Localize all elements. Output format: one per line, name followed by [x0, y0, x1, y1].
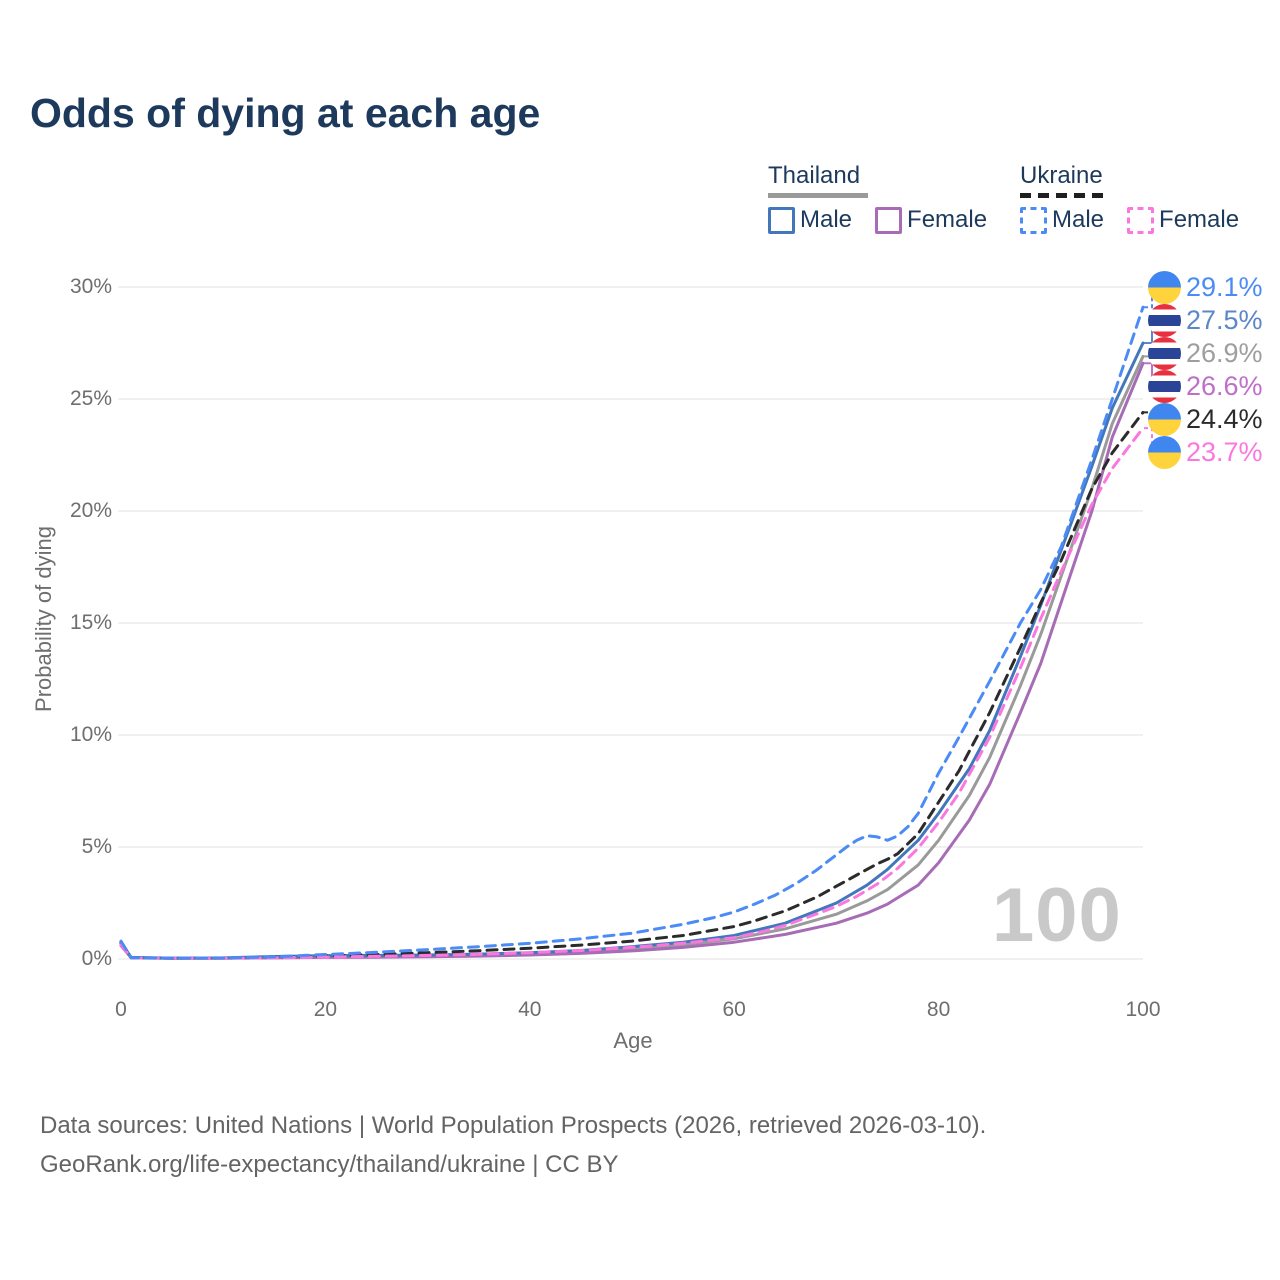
- y-tick-10%: 10%: [69, 723, 112, 746]
- legend-label-thailand-female[interactable]: Female: [907, 206, 988, 233]
- end-value-ukraine-female: 23.7%: [1186, 436, 1263, 467]
- line-ukraine-female[interactable]: [119, 426, 1145, 960]
- line-thailand-total[interactable]: [119, 354, 1145, 960]
- line-thailand-male[interactable]: [119, 341, 1145, 960]
- legend-checkbox-ukraine-female[interactable]: [1127, 206, 1155, 234]
- line-ukraine-male[interactable]: [119, 305, 1145, 960]
- end-label-ukraine-female: 23.7%: [1148, 435, 1263, 469]
- legend-checkbox-thailand-male[interactable]: [768, 206, 795, 234]
- legend-checkbox-ukraine-male[interactable]: [1020, 206, 1047, 234]
- thailand-flag-icon: [1148, 336, 1181, 370]
- ukraine-flag-icon: [1148, 402, 1181, 436]
- x-tick-100: 100: [1125, 998, 1161, 1021]
- legend-checkbox-thailand-female[interactable]: [875, 206, 903, 234]
- ukraine-line-style-swatch: [1020, 193, 1110, 198]
- x-tick-0: 0: [115, 998, 127, 1021]
- end-label-ukraine-male: 29.1%: [1148, 270, 1263, 304]
- line-thailand-female[interactable]: [119, 361, 1145, 960]
- end-value-ukraine-male: 29.1%: [1186, 271, 1263, 302]
- footer-url: GeoRank.org/life-expectancy/thailand/ukr…: [40, 1151, 619, 1178]
- thailand-line-style-swatch: [768, 193, 868, 198]
- x-axis-title: Age: [613, 1028, 653, 1053]
- ukraine-flag-icon: [1148, 435, 1181, 469]
- legend-country-thailand: Thailand: [768, 162, 861, 189]
- y-tick-0%: 0%: [81, 947, 112, 970]
- ukraine-flag-icon: [1148, 270, 1181, 304]
- age-watermark: 100: [992, 873, 1122, 958]
- x-tick-60: 60: [722, 998, 746, 1021]
- footer: Data sources: United Nations | World Pop…: [40, 1106, 986, 1184]
- legend-country-ukraine: Ukraine: [1020, 162, 1103, 189]
- legend-label-ukraine-female[interactable]: Female: [1159, 206, 1240, 233]
- end-label-thailand-male: 27.5%: [1148, 303, 1263, 337]
- footer-sources: Data sources: United Nations | World Pop…: [40, 1112, 987, 1139]
- y-tick-15%: 15%: [69, 611, 112, 634]
- end-label-thailand-female: 26.6%: [1148, 369, 1263, 403]
- y-tick-5%: 5%: [81, 835, 112, 858]
- end-value-thailand-male: 27.5%: [1186, 304, 1263, 335]
- legend-label-thailand-male[interactable]: Male: [800, 206, 853, 233]
- end-label-thailand-total: 26.9%: [1148, 336, 1263, 370]
- thailand-flag-icon: [1148, 303, 1181, 337]
- x-tick-80: 80: [926, 998, 951, 1021]
- x-tick-20: 20: [313, 998, 338, 1021]
- y-tick-25%: 25%: [69, 387, 112, 410]
- thailand-flag-icon: [1148, 369, 1181, 403]
- legend-group-ukraine: Ukraine Male Female: [1020, 162, 1239, 234]
- end-label-ukraine-total: 24.4%: [1148, 402, 1263, 436]
- line-ukraine-total[interactable]: [119, 410, 1145, 960]
- legend-group-thailand: Thailand Male Female: [768, 162, 987, 234]
- y-tick-30%: 30%: [69, 275, 112, 298]
- y-tick-20%: 20%: [69, 499, 112, 522]
- leader-ukraine-female: [1144, 427, 1157, 453]
- page-title: Odds of dying at each age: [30, 90, 541, 136]
- end-value-thailand-total: 26.9%: [1186, 337, 1263, 368]
- legend-label-ukraine-male[interactable]: Male: [1052, 206, 1105, 233]
- end-value-ukraine-total: 24.4%: [1186, 403, 1263, 434]
- x-tick-40: 40: [518, 998, 542, 1021]
- end-value-thailand-female: 26.6%: [1186, 370, 1263, 401]
